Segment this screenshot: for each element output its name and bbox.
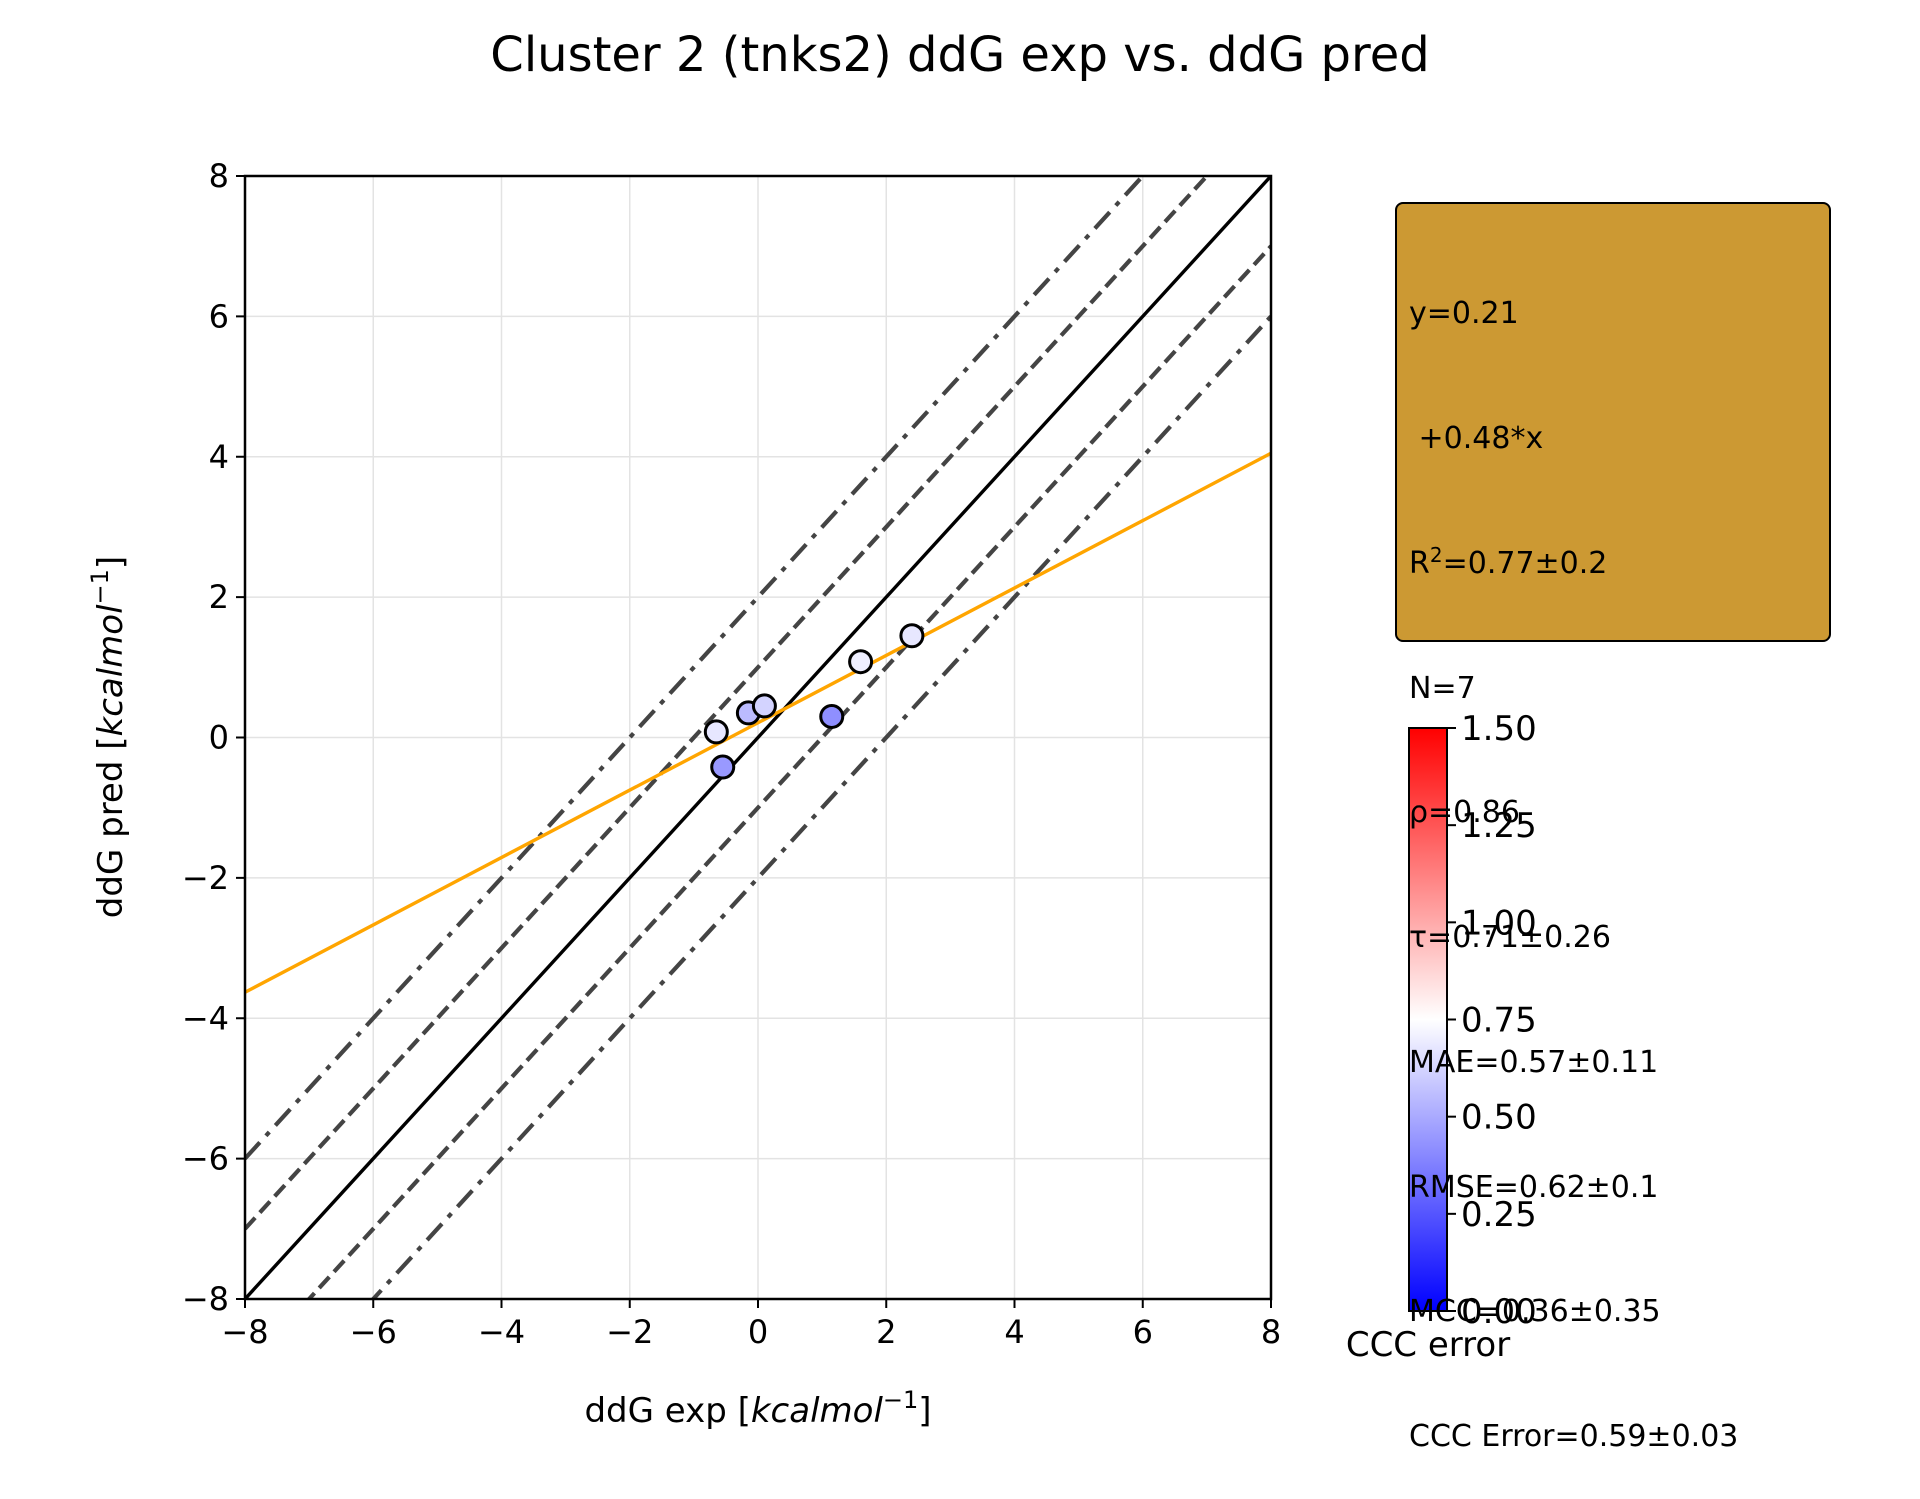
y-axis-label: ddG pred [kcalmol−1] — [86, 556, 131, 918]
stats-line-mae: MAE=0.57±0.11 — [1409, 1044, 1659, 1080]
y-tick-label: −4 — [182, 999, 229, 1037]
y-tick-label: −6 — [182, 1140, 229, 1178]
x-tick-label: 8 — [1261, 1313, 1281, 1351]
y-tick-label: −2 — [182, 859, 229, 897]
colorbar-tick-label: 1.00 — [1461, 903, 1537, 943]
figure: Cluster 2 (tnks2) ddG exp vs. ddG pred −… — [86, 27, 1537, 1431]
x-axis-label: ddG exp [kcalmol−1] — [584, 1386, 931, 1431]
colorbar-tick-label: 0.50 — [1461, 1098, 1537, 1138]
stats-line-mcc: MCC=0.36±0.35 — [1409, 1294, 1661, 1330]
chart-title: Cluster 2 (tnks2) ddG exp vs. ddG pred — [490, 27, 1429, 83]
x-tick-label: 0 — [748, 1313, 768, 1351]
y-tick-label: 0 — [209, 719, 229, 757]
stats-box: y=0.21 +0.48*x R2=0.77±0.2 N=7 ρ=0.86 τ=… — [1395, 202, 1831, 1454]
dashed-guide-line — [245, 176, 1210, 1231]
guide-lines — [245, 176, 1271, 1299]
y-tick-label: 2 — [209, 578, 229, 616]
stats-line-n: N=7 — [1409, 670, 1476, 706]
y-tick-label: 8 — [209, 157, 229, 195]
y-tick-label: 6 — [209, 297, 229, 335]
data-point — [819, 703, 845, 729]
data-point — [848, 649, 874, 675]
colorbar-tick-label: 0.00 — [1461, 1292, 1537, 1332]
x-tick-label: −4 — [478, 1313, 525, 1351]
x-tick-label: 6 — [1133, 1313, 1153, 1351]
colorbar-ticks: 0.00 0.25 0.50 0.75 1.00 1.25 1.50 — [1447, 709, 1537, 1332]
colorbar-tick-label: 0.75 — [1461, 1001, 1537, 1041]
y-tick-label: −8 — [182, 1280, 229, 1318]
y-tick-label: 4 — [209, 438, 229, 476]
stats-line-equation: y=0.21 — [1409, 296, 1519, 332]
data-point — [751, 693, 777, 719]
dashdot-guide-line — [245, 176, 1146, 1161]
x-axis-ticks: −8 −6 −4 −2 0 2 4 6 8 — [221, 1299, 1281, 1351]
dashdot-guide-line — [370, 314, 1271, 1299]
stats-line-ccc-error: CCC Error=0.59±0.03 — [1409, 1419, 1739, 1455]
colorbar-tick-label: 0.25 — [1461, 1195, 1537, 1235]
y-axis-ticks: −8 −6 −4 −2 0 2 4 6 8 — [182, 157, 245, 1318]
data-points — [703, 623, 925, 780]
x-tick-label: 2 — [876, 1313, 896, 1351]
stats-line-rmse: RMSE=0.62±0.1 — [1409, 1169, 1659, 1205]
fit-line — [245, 451, 1271, 994]
identity-line — [245, 176, 1271, 1299]
colorbar-tick-label: 1.25 — [1461, 806, 1537, 846]
x-tick-label: 4 — [1004, 1313, 1024, 1351]
stats-line-slope: +0.48*x — [1409, 420, 1544, 456]
data-point — [710, 754, 736, 780]
colorbar-label: CCC error — [1346, 1325, 1510, 1365]
dashed-guide-line — [306, 244, 1271, 1299]
stats-line-rho: ρ=0.86 — [1409, 795, 1520, 831]
stats-line-r2: R2=0.77±0.2 — [1409, 542, 1608, 581]
stats-line-tau: τ=0.71±0.26 — [1409, 920, 1611, 956]
x-tick-label: −6 — [350, 1313, 397, 1351]
colorbar-tick-label: 1.50 — [1461, 709, 1537, 749]
data-point — [703, 719, 729, 745]
data-point — [899, 623, 925, 649]
x-tick-label: −2 — [606, 1313, 653, 1351]
x-tick-label: −8 — [221, 1313, 268, 1351]
